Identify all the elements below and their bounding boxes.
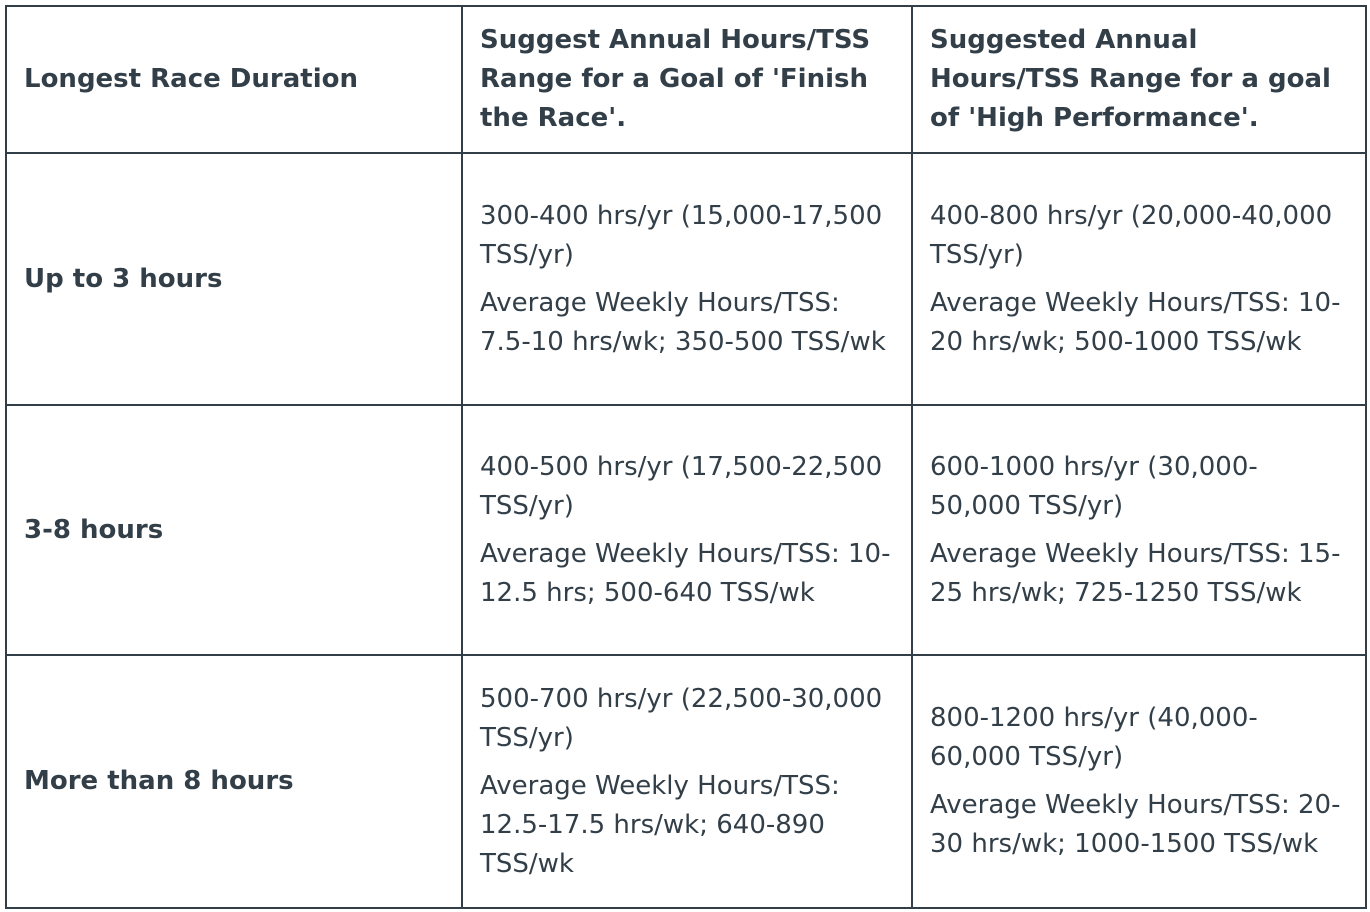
table-row: Up to 3 hours 300-400 hrs/yr (15,000-17,… <box>5 152 1367 406</box>
annual-range-text: 600-1000 hrs/yr (30,000-50,000 TSS/yr) <box>930 451 1258 521</box>
column-header-longest-race-duration: Longest Race Duration <box>5 5 463 154</box>
weekly-range-text: Average Weekly Hours/TSS: 15-25 hrs/wk; … <box>930 538 1341 608</box>
cell-finish-goal-more-than-8-hours: 500-700 hrs/yr (22,500-30,000 TSS/yr) Av… <box>461 654 913 909</box>
cell-high-performance-3-8-hours: 600-1000 hrs/yr (30,000-50,000 TSS/yr) A… <box>911 404 1367 656</box>
weekly-range-text: Average Weekly Hours/TSS: 12.5-17.5 hrs/… <box>480 770 840 879</box>
annual-range-text: 400-800 hrs/yr (20,000-40,000 TSS/yr) <box>930 200 1333 270</box>
weekly-range-text: Average Weekly Hours/TSS: 10-20 hrs/wk; … <box>930 287 1341 357</box>
annual-range-text: 300-400 hrs/yr (15,000-17,500 TSS/yr) <box>480 200 883 270</box>
annual-range-text: 500-700 hrs/yr (22,500-30,000 TSS/yr) <box>480 683 883 753</box>
row-label-more-than-8-hours: More than 8 hours <box>5 654 463 909</box>
cell-finish-goal-up-to-3-hours: 300-400 hrs/yr (15,000-17,500 TSS/yr) Av… <box>461 152 913 406</box>
weekly-range-text: Average Weekly Hours/TSS: 10-12.5 hrs; 5… <box>480 538 891 608</box>
cell-finish-goal-3-8-hours: 400-500 hrs/yr (17,500-22,500 TSS/yr) Av… <box>461 404 913 656</box>
cell-high-performance-more-than-8-hours: 800-1200 hrs/yr (40,000-60,000 TSS/yr) A… <box>911 654 1367 909</box>
annual-range-text: 400-500 hrs/yr (17,500-22,500 TSS/yr) <box>480 451 883 521</box>
row-label-3-8-hours: 3-8 hours <box>5 404 463 656</box>
table-row: 3-8 hours 400-500 hrs/yr (17,500-22,500 … <box>5 404 1367 656</box>
training-hours-tss-table: Longest Race Duration Suggest Annual Hou… <box>5 5 1367 909</box>
row-label-up-to-3-hours: Up to 3 hours <box>5 152 463 406</box>
weekly-range-text: Average Weekly Hours/TSS: 7.5-10 hrs/wk;… <box>480 287 886 357</box>
annual-range-text: 800-1200 hrs/yr (40,000-60,000 TSS/yr) <box>930 703 1258 772</box>
column-header-finish-the-race-goal: Suggest Annual Hours/TSS Range for a Goa… <box>461 5 913 154</box>
cell-high-performance-up-to-3-hours: 400-800 hrs/yr (20,000-40,000 TSS/yr) Av… <box>911 152 1367 406</box>
weekly-range-text: Average Weekly Hours/TSS: 20-30 hrs/wk; … <box>930 790 1341 859</box>
table-header-row: Longest Race Duration Suggest Annual Hou… <box>5 5 1367 154</box>
column-header-high-performance-goal: Suggested Annual Hours/TSS Range for a g… <box>911 5 1367 154</box>
table-row: More than 8 hours 500-700 hrs/yr (22,500… <box>5 654 1367 909</box>
